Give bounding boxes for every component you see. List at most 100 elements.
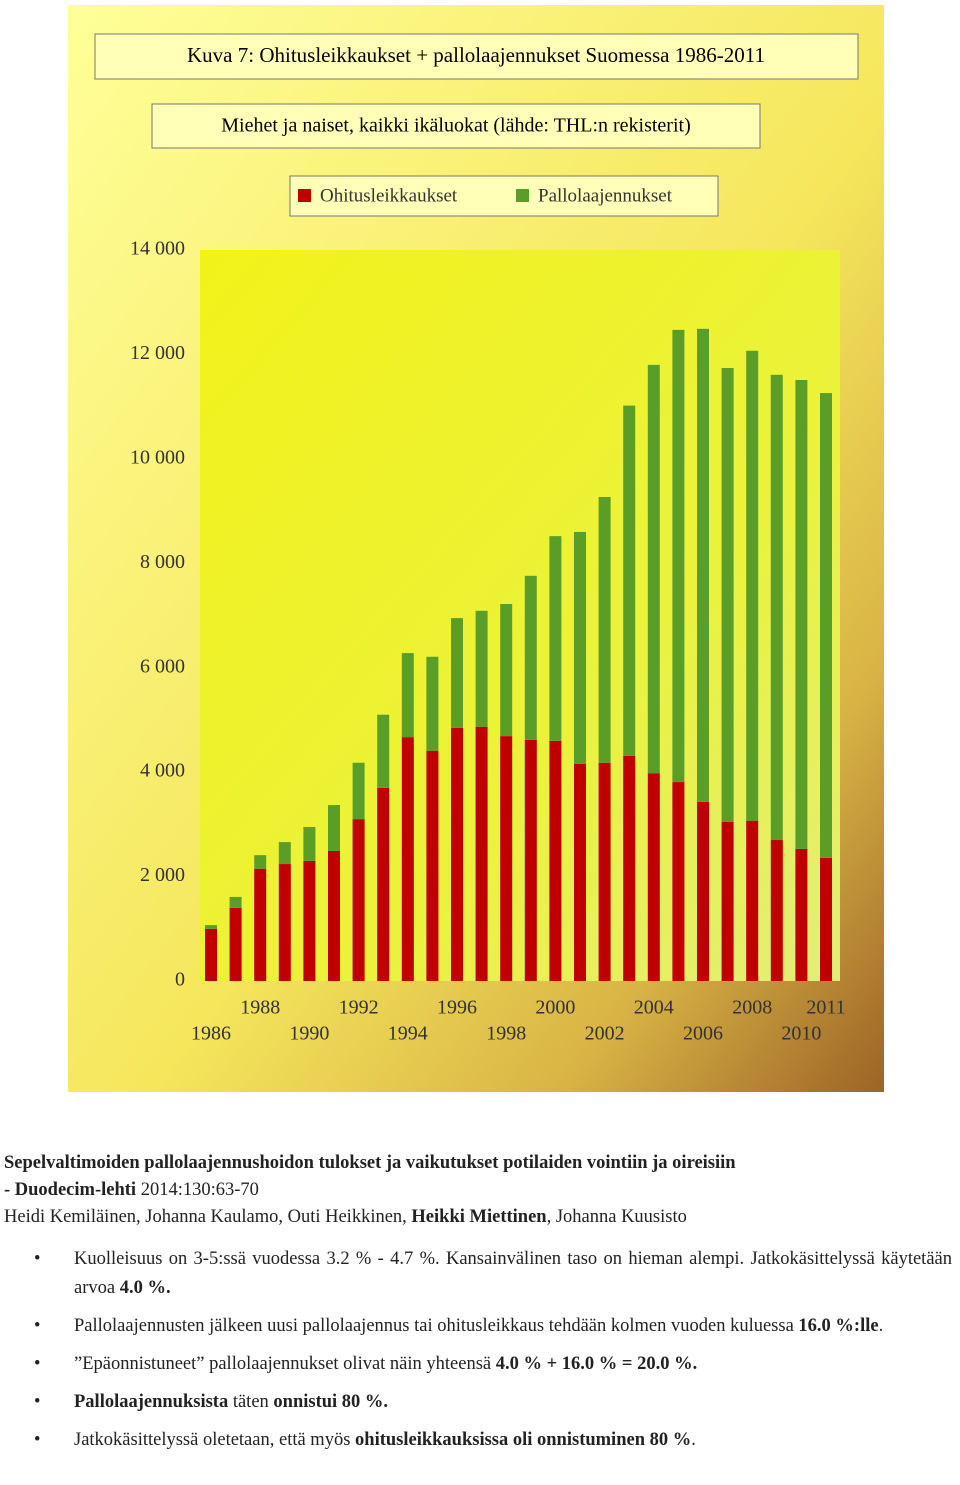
bar-segment — [598, 496, 611, 763]
x-tick-label: 1992 — [339, 997, 379, 1019]
bar-segment — [721, 821, 734, 981]
bar-segment — [524, 575, 537, 740]
title-box — [94, 33, 859, 80]
y-tick-label: 0 — [175, 969, 185, 991]
y-tick-label: 6 000 — [140, 655, 185, 677]
bar-segment — [697, 328, 709, 802]
bar-segment — [574, 763, 586, 981]
bar-segment — [303, 826, 316, 861]
bar-segment — [451, 727, 463, 981]
x-tick-label: 2004 — [634, 997, 674, 1019]
x-tick-label: 1996 — [437, 997, 477, 1019]
chart: Kuva 7: Ohitusleikkaukset + pallolaajenn… — [68, 5, 884, 1092]
bar-segment — [475, 610, 488, 727]
text-run: Heidi Kemiläinen, Johanna Kaulamo, Outi … — [4, 1207, 412, 1227]
bar-segment — [524, 739, 537, 981]
bar-segment — [377, 714, 390, 788]
x-tick-label: 1988 — [240, 997, 280, 1019]
x-tick-label: 2006 — [683, 1023, 723, 1045]
x-tick-label: 1986 — [191, 1023, 231, 1045]
text-run: Pallolaajennuksista — [74, 1392, 229, 1412]
bar-segment — [205, 925, 217, 929]
bar-segment — [377, 787, 390, 981]
bar-segment — [352, 819, 365, 981]
bar-segment — [574, 531, 586, 764]
bar-segment — [401, 653, 414, 738]
legend-label: Ohitusleikkaukset — [320, 185, 458, 206]
y-tick-label: 2 000 — [140, 864, 185, 886]
bar-segment — [795, 380, 808, 849]
text-run: 16.0 %:lle — [798, 1316, 879, 1336]
y-tick-label: 4 000 — [140, 760, 185, 782]
bar-segment — [795, 848, 808, 981]
plot-area — [200, 250, 840, 981]
bar-segment — [500, 604, 513, 737]
bullet: Kuolleisuus on 3-5:ssä vuodessa 3.2 % - … — [0, 1245, 960, 1303]
y-tick-label: 14 000 — [130, 238, 185, 260]
bar-segment — [426, 656, 439, 751]
bar-segment — [303, 860, 316, 981]
text-run: ”Epäonnistuneet” pallolaajennukset oliva… — [74, 1354, 496, 1374]
text-run: onnistui 80 %. — [273, 1392, 389, 1412]
bar-segment — [623, 405, 636, 756]
legend-box — [289, 175, 719, 217]
legend-swatch — [298, 189, 311, 202]
bar-segment — [278, 842, 291, 865]
y-tick-label: 12 000 — [130, 342, 185, 364]
y-tick-label: 8 000 — [140, 551, 185, 573]
text-run: , Johanna Kuusisto — [546, 1207, 687, 1227]
bar-segment — [820, 857, 832, 981]
bullet-list: Kuolleisuus on 3-5:ssä vuodessa 3.2 % - … — [0, 1245, 960, 1455]
text-run: 2014:130:63-70 — [136, 1180, 259, 1200]
text-run: Pallolaajennusten jälkeen uusi pallolaaj… — [74, 1316, 799, 1336]
bar-segment — [254, 868, 267, 981]
bar-segment — [746, 820, 759, 981]
bar-segment — [549, 740, 562, 981]
bar-segment — [229, 896, 242, 908]
bar-segment — [647, 773, 660, 981]
bullet: Jatkokäsittelyssä oletetaan, että myös o… — [0, 1426, 960, 1455]
bar-segment — [770, 840, 783, 981]
bar-segment — [254, 855, 267, 869]
x-tick-label: 1990 — [289, 1023, 329, 1045]
bar-segment — [697, 801, 709, 981]
bar-segment — [721, 368, 734, 822]
bar-segment — [328, 850, 340, 981]
bar-segment — [647, 364, 660, 774]
bar-segment — [401, 737, 414, 981]
bar-segment — [549, 536, 562, 741]
bar-segment — [770, 374, 783, 841]
bar-segment — [451, 618, 463, 728]
y-tick-label: 10 000 — [130, 446, 185, 468]
text-run: 4.0 % + 16.0 % = 20.0 %. — [495, 1354, 698, 1374]
bar-segment — [229, 907, 242, 981]
bar-segment — [278, 864, 291, 981]
chart-title: Kuva 7: Ohitusleikkaukset + pallolaajenn… — [187, 43, 765, 67]
bar-segment — [500, 736, 513, 981]
text-run: Sepelvaltimoiden pallolaajennushoidon tu… — [4, 1153, 736, 1173]
bar-segment — [623, 755, 636, 981]
bullet: Pallolaajennusten jälkeen uusi pallolaaj… — [0, 1312, 960, 1341]
x-tick-label: 2010 — [781, 1023, 821, 1045]
legend-label: Pallolaajennukset — [538, 185, 673, 206]
bar-segment — [672, 329, 685, 783]
source-line: Heidi Kemiläinen, Johanna Kaulamo, Outi … — [0, 1204, 960, 1231]
text-run: Heikki Miettinen — [411, 1207, 547, 1227]
bar-segment — [328, 805, 340, 851]
source-line: - Duodecim-lehti 2014:130:63-70 — [0, 1177, 960, 1204]
bar-segment — [426, 750, 439, 981]
x-tick-label: 1994 — [388, 1023, 428, 1045]
bar-segment — [352, 762, 365, 820]
text-run: täten — [228, 1392, 274, 1412]
document-text: Sepelvaltimoiden pallolaajennushoidon tu… — [0, 1150, 960, 1464]
x-tick-label: 2002 — [585, 1023, 625, 1045]
x-tick-label: 2011 — [806, 997, 845, 1019]
text-run: Jatkokäsittelyssä oletetaan, että myös — [74, 1430, 356, 1450]
text-run: - Duodecim-lehti — [4, 1180, 137, 1200]
bullet: ”Epäonnistuneet” pallolaajennukset oliva… — [0, 1350, 960, 1379]
legend-swatch — [516, 189, 529, 202]
bar-segment — [672, 782, 685, 981]
bar-segment — [820, 393, 832, 858]
